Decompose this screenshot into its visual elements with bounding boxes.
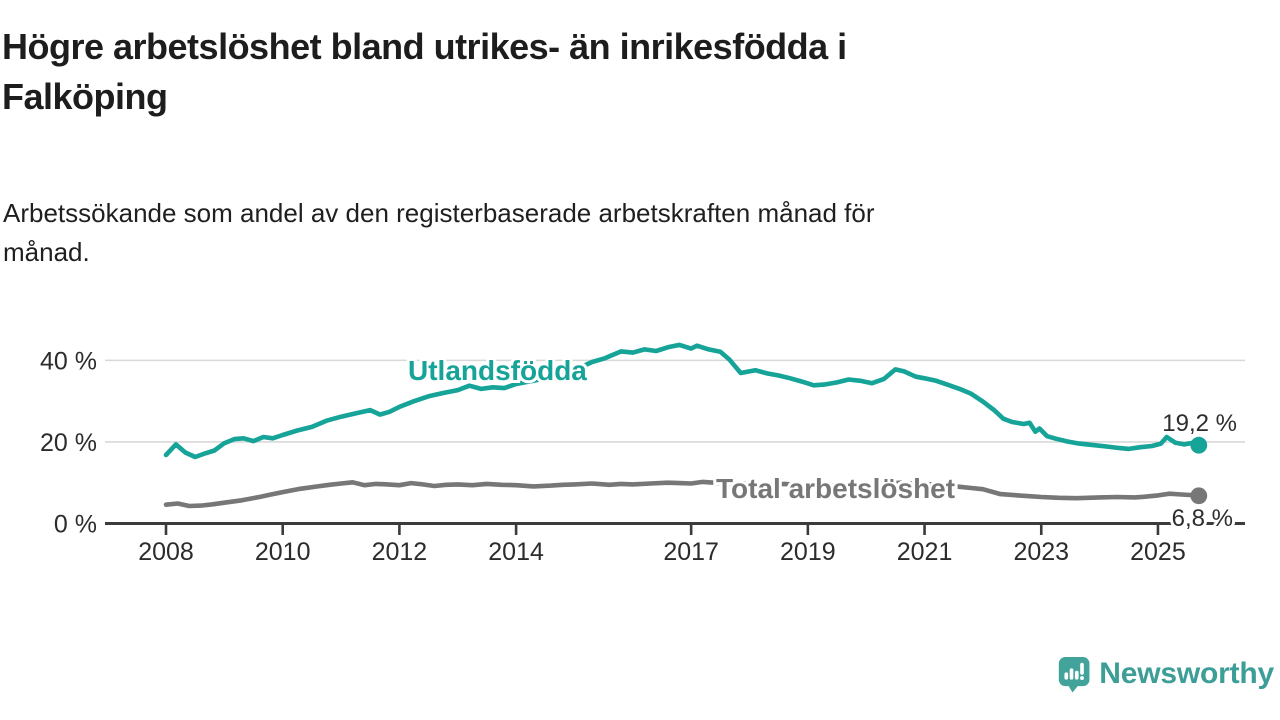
page-title-line1: Högre arbetslöshet bland utrikes- än inr…: [2, 26, 847, 67]
y-tick-label-20: 20 %: [40, 429, 97, 457]
page-title-line2: Falköping: [2, 76, 168, 117]
newsworthy-logo-text: Newsworthy: [1099, 657, 1274, 690]
x-tick-label-2025: 2025: [1130, 538, 1186, 566]
x-tick-label-2014: 2014: [488, 538, 544, 566]
chart-subtitle-line1: Arbetssökande som andel av den registerb…: [3, 198, 875, 228]
x-tick-label-2019: 2019: [780, 538, 836, 566]
x-tick-label-2008: 2008: [138, 538, 194, 566]
chart-subtitle: Arbetssökande som andel av den registerb…: [3, 194, 1183, 272]
series-end-label-total: 6,8 %: [1172, 505, 1233, 532]
chart-subtitle-line2: månad.: [3, 237, 90, 267]
series-end-label-utlandsfodda: 19,2 %: [1162, 410, 1237, 437]
newsworthy-logo: Newsworthy: [1058, 648, 1274, 700]
series-line-total: [163, 479, 1202, 509]
x-tick-label-2017: 2017: [663, 538, 719, 566]
series-line-utlandsfodda: [163, 342, 1202, 460]
newsworthy-logo-icon: [1058, 657, 1090, 693]
series-end-dot-utlandsfodda: [1190, 436, 1208, 454]
page-title: Högre arbetslöshet bland utrikes- än inr…: [2, 22, 1162, 122]
series-end-dot-total: [1190, 487, 1208, 505]
series-label-total: Total arbetslöshet: [716, 473, 955, 504]
x-tick-label-2021: 2021: [897, 538, 953, 566]
x-tick-label-2012: 2012: [372, 538, 428, 566]
x-tick-label-2010: 2010: [255, 538, 311, 566]
y-tick-label-40: 40 %: [40, 347, 97, 375]
y-tick-label-0: 0 %: [54, 511, 97, 539]
series-label-utlandsfodda: Utlandsfödda: [408, 355, 587, 386]
x-tick-label-2023: 2023: [1013, 538, 1069, 566]
